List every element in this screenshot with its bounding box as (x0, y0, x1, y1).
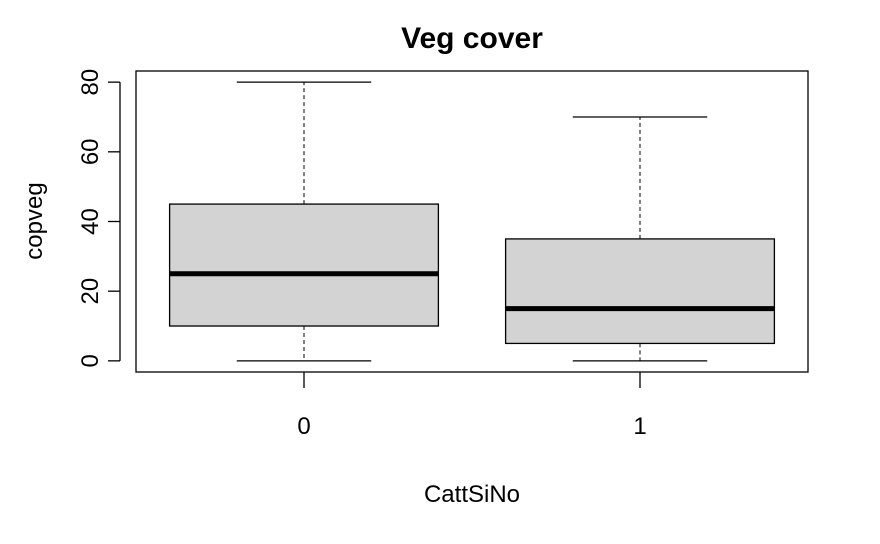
x-tick-label: 1 (633, 413, 646, 440)
iqr-box (504, 238, 776, 345)
plot-frame (135, 70, 809, 373)
y-tick-label: 0 (77, 354, 104, 367)
y-tick-label: 20 (77, 278, 104, 305)
x-tick-label: 0 (297, 413, 310, 440)
y-axis: 0 20 40 60 80 (77, 69, 121, 368)
y-tick-label: 80 (77, 69, 104, 96)
box-category-0 (168, 81, 440, 362)
x-axis-label: CattSiNo (424, 481, 520, 508)
chart-title: Veg cover (401, 22, 543, 55)
y-tick-label: 60 (77, 138, 104, 165)
y-axis-label: copveg (21, 182, 48, 259)
box-category-1 (504, 116, 776, 362)
boxes-layer (168, 81, 776, 362)
iqr-box (168, 203, 440, 327)
y-tick-label: 40 (77, 208, 104, 235)
